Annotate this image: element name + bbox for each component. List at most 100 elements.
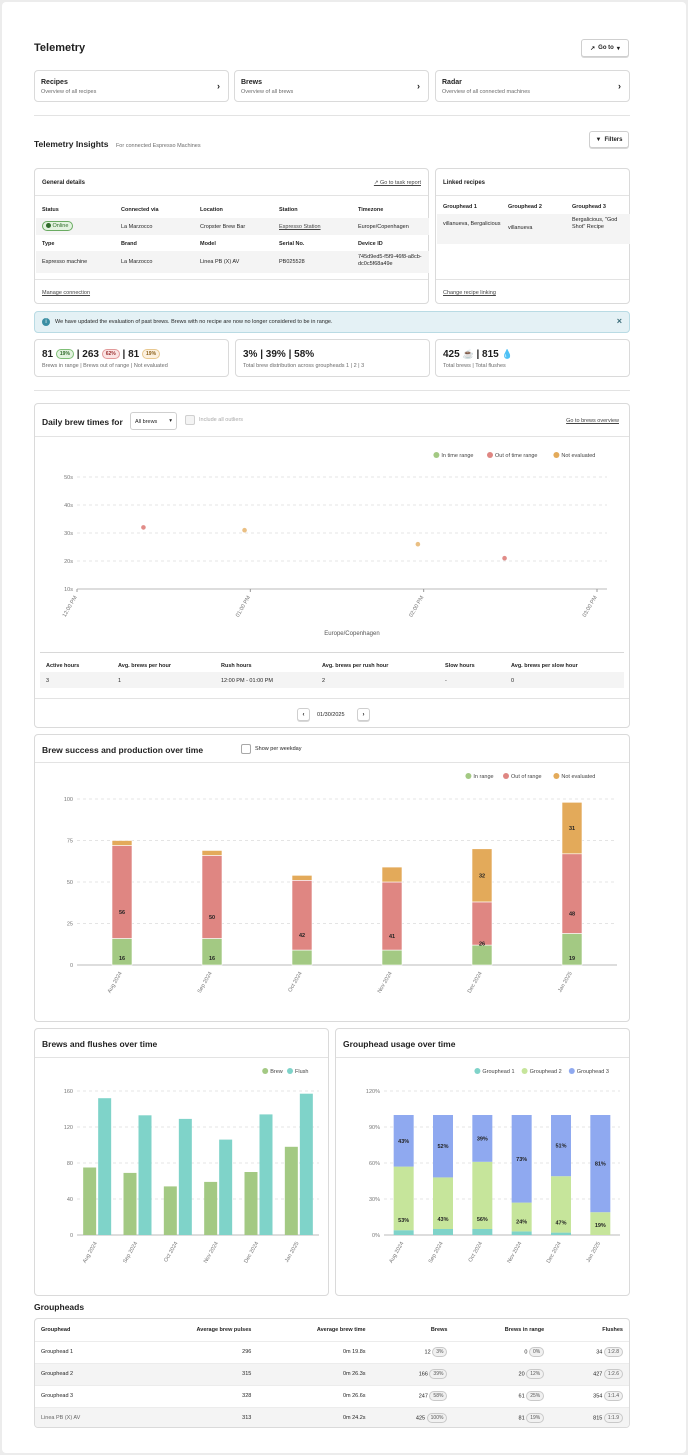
brew-success-chart: In range Out of range Not evaluated 0 25 50 75… [64, 773, 617, 994]
usage-title: Grouphead usage over time [343, 1039, 456, 1049]
flushes-cell: 815 1:1.9 [550, 1406, 629, 1427]
next-date-button[interactable]: › [357, 708, 370, 721]
prev-date-button[interactable]: ‹ [297, 708, 310, 721]
col-header: Brews in range [504, 1326, 545, 1333]
brews-cell: 247 58% [371, 1384, 454, 1407]
nav-card-title: Radar [442, 79, 462, 86]
avg-pulses: 296 [131, 1340, 258, 1363]
row-bg [36, 251, 429, 273]
bar-segment [291, 875, 313, 881]
goto-label: Go to [598, 45, 614, 51]
legend-label: In range [473, 774, 493, 780]
x-tick-label: Sep 2024 [122, 1241, 139, 1264]
success-title: Brew success and production over time [42, 745, 204, 755]
nav-card-brews[interactable]: Brews Overview of all brews › [234, 70, 429, 102]
avg-slow-value: 0 [511, 678, 515, 684]
general-details-title: General details [42, 180, 86, 186]
nav-card-radar[interactable]: Radar Overview of all connected machines… [435, 70, 630, 102]
y-tick-label: 30% [369, 1197, 380, 1203]
outliers-checkbox[interactable] [185, 415, 195, 425]
daily-title: Daily brew times for [42, 417, 123, 427]
avg-time: 0m 26.6s [257, 1384, 372, 1407]
legend-label: Not evaluated [561, 774, 595, 780]
rush-hours-value: 12:00 PM - 01:00 PM [221, 678, 273, 684]
bar-label: 51% [555, 1144, 566, 1150]
brew-filter-select[interactable]: All brews ▾ [130, 412, 177, 430]
insights-header: Telemetry Insights For connected Espress… [34, 134, 201, 152]
x-tick-label: Dec 2024 [546, 1241, 563, 1264]
range-caption: Brews in range | Brews out of range | No… [42, 363, 168, 369]
close-icon[interactable]: × [616, 316, 622, 326]
x-tick-label: Nov 2024 [377, 971, 394, 994]
bar-label: 32 [479, 873, 485, 879]
col-header: Average brew pulses [196, 1326, 252, 1333]
col-header-model: Model [200, 241, 216, 247]
flushes-cell: 34 1:2.8 [550, 1340, 629, 1363]
bar-label: 16 [209, 956, 215, 962]
insights-title: Telemetry Insights [34, 139, 109, 149]
totals-value: 425 ☕ | 815 💧 [443, 349, 513, 360]
y-tick-label: 25 [67, 922, 73, 928]
y-tick-label: 100 [64, 797, 73, 803]
linked-recipes-title: Linked recipes [443, 180, 486, 186]
y-tick-label: 0 [70, 1233, 73, 1239]
in-range-pct: 19% [55, 349, 74, 360]
brews-pct: 100% [426, 1413, 448, 1424]
x-tick-label: Dec 2024 [467, 971, 484, 994]
model-value: Linea PB (X) AV [200, 259, 240, 265]
nav-card-recipes[interactable]: Recipes Overview of all recipes › [34, 70, 229, 102]
brew-success-card: Brew success and production over time Sh… [34, 734, 630, 1022]
col-header-avg-brews-hour: Avg. brews per hour [118, 663, 171, 669]
bar [204, 1181, 218, 1235]
station-link[interactable]: Espresso Station [279, 224, 321, 230]
filters-button[interactable]: ▼ Filters [589, 131, 629, 148]
weekday-checkbox[interactable] [241, 744, 251, 754]
task-report-link[interactable]: ↗ Go to task report [374, 180, 421, 186]
brews-overview-link[interactable]: Go to brews overview [566, 418, 619, 424]
change-recipe-linking-link[interactable]: Change recipe linking [443, 290, 496, 296]
y-tick-label: 40 [67, 1197, 73, 1203]
bar-label: 47% [555, 1221, 566, 1227]
x-tick-label: Oct 2024 [163, 1241, 179, 1263]
goto-button[interactable]: ↗ Go to ▾ [581, 39, 629, 57]
legend-swatch [474, 1068, 481, 1074]
bar-segment [471, 901, 493, 946]
page-title: Telemetry [34, 42, 86, 54]
bar-label: 73% [516, 1157, 527, 1163]
bar-segment [590, 1115, 611, 1213]
flush-ratio: 1:1.9 [603, 1413, 623, 1424]
bar-segment [433, 1115, 453, 1178]
nav-card-title: Brews [241, 79, 263, 86]
not-eval-pct: 19% [142, 349, 161, 360]
col-header: Grouphead [41, 1326, 71, 1333]
legend-label: Brew [270, 1069, 283, 1075]
legend-swatch [465, 773, 472, 779]
y-tick-label: 10s [64, 587, 73, 593]
inrange-pct: 12% [526, 1369, 545, 1379]
serial-value: PB025528 [279, 259, 305, 265]
bar [123, 1172, 137, 1235]
nav-card-subtitle: Overview of all brews [241, 89, 294, 95]
legend-swatch [287, 1068, 293, 1074]
bar-segment [472, 1229, 493, 1235]
inrange-pct: 25% [526, 1391, 545, 1401]
x-tick-label: Oct 2024 [468, 1241, 484, 1263]
grouphead-usage-chart: Grouphead 1 Grouphead 2 Grouphead 3 0% 30% 60… [366, 1068, 620, 1264]
col-header-active-hours: Active hours [46, 663, 80, 669]
total-brews: 425 [443, 349, 460, 360]
avg-time: 0m 26.3s [257, 1362, 372, 1385]
caret-down-icon: ▾ [616, 45, 620, 52]
legend-swatch [503, 773, 509, 779]
inrange-cell: 0 0% [453, 1340, 551, 1363]
legend-swatch [553, 452, 560, 458]
divider [34, 115, 630, 116]
bar-segment [393, 1166, 414, 1231]
brews-pct: 39% [429, 1369, 448, 1379]
y-tick-label: 120% [366, 1089, 380, 1095]
manage-connection-link[interactable]: Manage connection [42, 290, 91, 296]
type-value: Espresso machine [42, 259, 88, 265]
range-stats: 81 19% | 263 62% | 81 19% [42, 349, 161, 360]
legend-swatch [521, 1068, 528, 1074]
x-tick-label: Sep 2024 [197, 971, 214, 994]
avg-pulses: 313 [131, 1406, 258, 1427]
